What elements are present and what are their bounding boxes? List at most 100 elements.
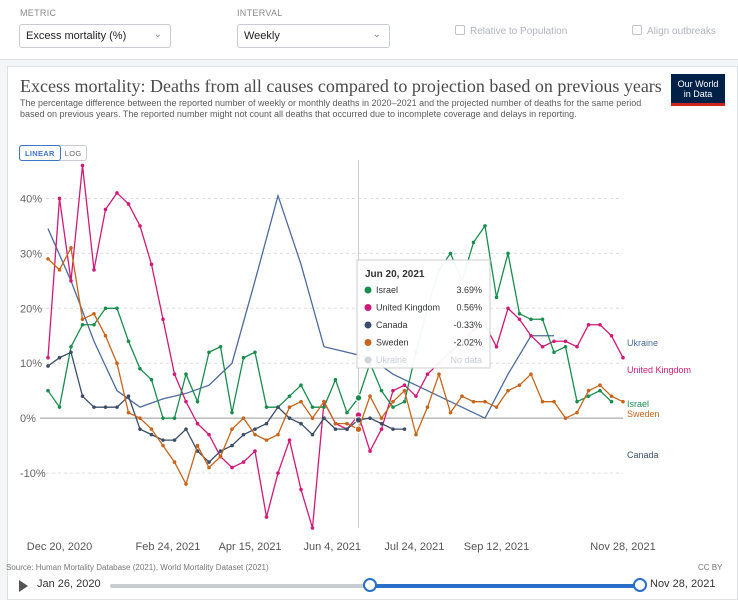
timeline-start-handle[interactable] bbox=[363, 578, 377, 592]
data-point bbox=[563, 339, 568, 344]
data-point bbox=[483, 224, 487, 228]
data-point bbox=[540, 317, 545, 322]
owid-logo[interactable]: Our World in Data bbox=[671, 74, 725, 106]
data-point bbox=[172, 372, 177, 377]
checkbox-icon bbox=[455, 25, 465, 35]
data-point bbox=[138, 224, 142, 228]
data-point bbox=[230, 410, 234, 415]
data-point bbox=[425, 405, 430, 409]
tooltip-series-value: 3.69% bbox=[456, 285, 482, 295]
metric-select[interactable]: Excess mortality (%) ⌄ bbox=[19, 24, 171, 48]
data-point bbox=[69, 279, 73, 283]
data-point bbox=[161, 416, 165, 420]
data-point bbox=[322, 399, 326, 404]
data-point bbox=[57, 196, 62, 201]
data-point bbox=[299, 399, 303, 404]
data-point bbox=[253, 449, 257, 453]
data-point bbox=[115, 306, 119, 311]
data-point bbox=[391, 388, 395, 393]
data-point bbox=[310, 432, 315, 437]
interval-select[interactable]: Weekly ⌄ bbox=[237, 24, 390, 48]
data-point bbox=[218, 344, 223, 349]
tooltip-swatch bbox=[364, 286, 372, 294]
data-point bbox=[195, 421, 200, 426]
data-point bbox=[402, 399, 407, 404]
data-point bbox=[241, 355, 246, 360]
data-point bbox=[276, 471, 280, 475]
y-tick-label: 10% bbox=[20, 358, 42, 370]
data-point bbox=[241, 460, 246, 464]
data-point bbox=[529, 333, 533, 338]
data-point bbox=[69, 344, 73, 349]
chart-subtitle: The percentage difference between the re… bbox=[20, 98, 642, 119]
data-point bbox=[230, 443, 234, 448]
play-icon[interactable] bbox=[19, 580, 28, 592]
data-point bbox=[57, 355, 62, 360]
data-point bbox=[103, 306, 108, 311]
timeline-selected-range bbox=[370, 584, 640, 588]
license-note[interactable]: CC BY bbox=[698, 563, 723, 572]
data-point bbox=[471, 399, 476, 404]
data-point bbox=[126, 410, 131, 415]
x-tick-label: Jun 4, 2021 bbox=[303, 541, 361, 553]
data-point bbox=[103, 333, 108, 338]
data-point bbox=[149, 432, 154, 437]
data-point bbox=[184, 482, 188, 486]
data-point bbox=[345, 421, 349, 426]
data-point bbox=[264, 421, 269, 426]
timeline-end-handle[interactable] bbox=[633, 578, 647, 592]
data-point bbox=[80, 394, 85, 398]
checkbox-icon bbox=[632, 25, 642, 35]
data-point bbox=[241, 432, 246, 437]
align-outbreaks-checkbox[interactable]: Align outbreaks bbox=[632, 25, 716, 37]
data-point bbox=[322, 416, 326, 420]
series-line-canada bbox=[47, 351, 405, 463]
interval-select-value: Weekly bbox=[244, 30, 280, 42]
data-point bbox=[92, 311, 96, 316]
scale-toggle: LINEAR LOG bbox=[19, 145, 88, 161]
data-point bbox=[333, 427, 338, 431]
data-point bbox=[402, 383, 407, 387]
relative-population-checkbox[interactable]: Relative to Population bbox=[455, 25, 567, 37]
data-point bbox=[276, 432, 280, 437]
data-point bbox=[483, 399, 487, 404]
data-point bbox=[310, 405, 315, 409]
data-point bbox=[57, 268, 62, 272]
y-tick-label: 20% bbox=[20, 303, 42, 315]
data-point bbox=[287, 405, 292, 409]
x-tick-label: Apr 15, 2021 bbox=[219, 541, 282, 553]
data-point bbox=[92, 268, 96, 272]
source-note: Source: Human Mortality Database (2021),… bbox=[6, 563, 269, 572]
data-point bbox=[379, 416, 384, 420]
x-tick-label: Dec 20, 2020 bbox=[27, 541, 92, 553]
data-point bbox=[230, 427, 234, 431]
relative-population-label: Relative to Population bbox=[470, 26, 568, 37]
data-point bbox=[253, 432, 257, 437]
data-point bbox=[149, 427, 154, 431]
tooltip-series-value: 0.56% bbox=[456, 303, 482, 313]
data-point bbox=[276, 405, 280, 409]
data-point bbox=[299, 487, 303, 492]
data-point bbox=[448, 251, 453, 256]
data-point bbox=[207, 460, 211, 464]
tooltip-series-name: Ukraine bbox=[376, 355, 407, 365]
data-point bbox=[253, 350, 257, 355]
data-point bbox=[586, 394, 591, 398]
hover-point bbox=[354, 425, 363, 433]
data-point bbox=[172, 460, 177, 464]
data-point bbox=[207, 350, 211, 355]
data-point bbox=[345, 427, 349, 431]
data-point bbox=[575, 410, 579, 415]
data-point bbox=[126, 339, 131, 344]
log-scale-button[interactable]: LOG bbox=[64, 149, 82, 158]
data-point bbox=[172, 416, 177, 420]
data-point bbox=[414, 432, 418, 437]
data-point bbox=[161, 438, 165, 442]
linear-scale-button[interactable]: LINEAR bbox=[19, 145, 61, 161]
data-point bbox=[46, 364, 50, 368]
data-point bbox=[506, 306, 510, 311]
data-point bbox=[598, 322, 602, 327]
data-point bbox=[391, 399, 395, 404]
tooltip-series-value: -0.33% bbox=[453, 320, 482, 330]
